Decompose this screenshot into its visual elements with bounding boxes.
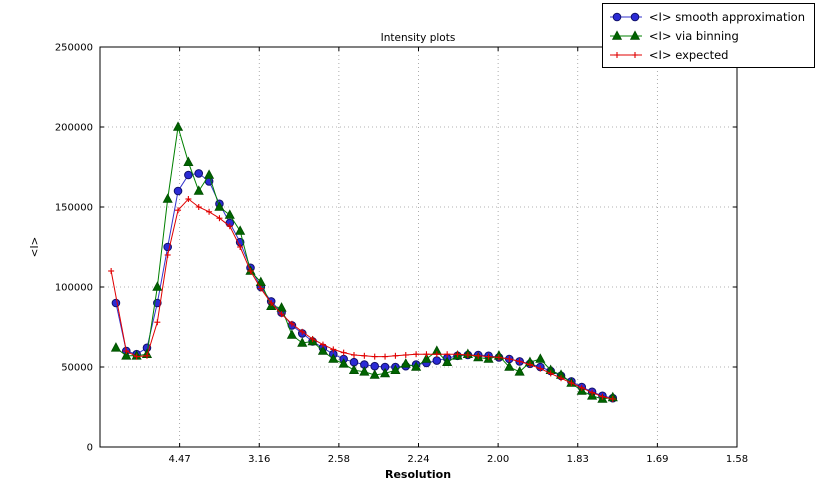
legend-marker-circle-icon [609,12,642,21]
svg-text:2.00: 2.00 [487,454,509,465]
svg-text:2.58: 2.58 [328,454,350,465]
grid [100,46,738,448]
legend-label: <I> via binning [648,28,739,43]
legend: <I> smooth approximation <I> via binning… [601,3,815,68]
axes: 4.47 3.16 2.58 2.24 2.00 1.83 1.69 1.58 0 50000 10… [55,43,748,466]
svg-text:1.69: 1.69 [646,454,668,465]
x-axis-label: Resolution [385,468,451,481]
legend-marker-plus-icon [609,51,642,58]
legend-item-smooth: <I> smooth approximation [608,7,805,26]
y-axis-label: <I> [29,237,41,258]
svg-text:150000: 150000 [55,203,93,214]
series-layer [108,121,618,403]
chart-title: Intensity plots [381,32,456,44]
svg-text:250000: 250000 [55,43,93,54]
svg-text:4.47: 4.47 [168,454,190,465]
svg-text:1.58: 1.58 [726,454,748,465]
svg-text:200000: 200000 [55,123,93,134]
svg-text:2.24: 2.24 [407,454,429,465]
svg-text:50000: 50000 [61,363,93,374]
legend-label: <I> expected [648,47,729,62]
svg-text:0: 0 [87,443,93,454]
legend-marker-triangle-icon [609,29,642,40]
legend-label: <I> smooth approximation [648,9,805,24]
svg-text:1.83: 1.83 [567,454,589,465]
svg-text:100000: 100000 [55,283,93,294]
legend-item-expected: <I> expected [608,45,805,64]
legend-item-binning: <I> via binning [608,26,805,45]
svg-text:3.16: 3.16 [248,454,270,465]
